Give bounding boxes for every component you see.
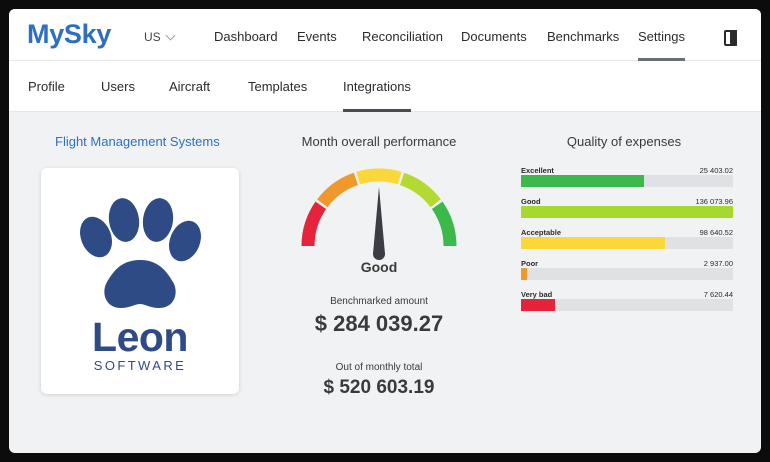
quality-value: 2 937.00 bbox=[703, 259, 733, 268]
performance-rating: Good bbox=[360, 259, 398, 275]
gauge-segment bbox=[431, 201, 457, 247]
benchmarked-amount-value: $ 284 039.27 bbox=[314, 311, 444, 336]
quality-bar-fill bbox=[521, 206, 733, 218]
quality-row-poor: Poor 2 937.00 bbox=[521, 259, 733, 289]
paw-logo-icon bbox=[80, 198, 201, 308]
tab-integrations[interactable]: Integrations bbox=[343, 61, 411, 112]
gauge-segment bbox=[301, 201, 327, 247]
quality-label: Acceptable bbox=[521, 228, 562, 237]
gauge-segment bbox=[317, 172, 359, 208]
quality-label: Good bbox=[521, 197, 541, 206]
quality-bar-fill bbox=[521, 268, 528, 280]
quality-row-good: Good 136 073.96 bbox=[521, 197, 733, 227]
quality-label: Very bad bbox=[521, 290, 553, 299]
quality-row-excellent: Excellent 25 403.02 bbox=[521, 166, 733, 196]
region-selector[interactable]: US bbox=[144, 30, 176, 44]
leon-subtitle: SOFTWARE bbox=[93, 358, 187, 373]
leon-wordmark: Leon bbox=[92, 314, 188, 360]
gauge-segment bbox=[356, 168, 402, 185]
tab-templates[interactable]: Templates bbox=[248, 79, 308, 94]
quality-value: 7 620.44 bbox=[703, 290, 733, 299]
region-label: US bbox=[144, 30, 161, 44]
quality-label: Poor bbox=[521, 259, 539, 268]
tab-aircraft[interactable]: Aircraft bbox=[169, 79, 211, 94]
quality-value: 98 640.52 bbox=[699, 228, 733, 237]
gauge-needle-base bbox=[373, 248, 385, 260]
quality-label: Excellent bbox=[521, 166, 554, 175]
mysky-logo[interactable]: MySky bbox=[27, 19, 112, 49]
monthly-total-label: Out of monthly total bbox=[335, 362, 423, 373]
chevron-down-icon bbox=[165, 30, 176, 40]
performance-gauge bbox=[301, 168, 457, 260]
quality-bar-track bbox=[521, 237, 733, 249]
quality-bar-track bbox=[521, 206, 733, 218]
quality-row-acceptable: Acceptable 98 640.52 bbox=[521, 228, 733, 258]
quality-bar-fill bbox=[521, 237, 666, 249]
leon-integration-card[interactable]: Leon SOFTWARE bbox=[41, 168, 239, 394]
nav-reconciliation[interactable]: Reconciliation bbox=[362, 29, 443, 44]
tab-profile[interactable]: Profile bbox=[28, 79, 65, 94]
quality-bar-track bbox=[521, 299, 733, 311]
quality-bar-track bbox=[521, 268, 733, 280]
performance-title: Month overall performance bbox=[301, 134, 457, 149]
settings-subnav: Profile Users Aircraft Templates Integra… bbox=[9, 61, 761, 112]
monthly-total-value: $ 520 603.19 bbox=[323, 377, 435, 398]
nav-documents[interactable]: Documents bbox=[461, 29, 527, 44]
nav-events[interactable]: Events bbox=[297, 29, 337, 44]
nav-settings[interactable]: Settings bbox=[638, 9, 685, 61]
quality-bar-track bbox=[521, 175, 733, 187]
quality-bar-fill bbox=[521, 175, 644, 187]
top-navigation-bar: MySky US Dashboard Events Reconciliation… bbox=[9, 9, 761, 61]
quality-value: 136 073.96 bbox=[695, 197, 733, 206]
benchmarked-amount-label: Benchmarked amount bbox=[330, 296, 428, 307]
quality-bar-fill bbox=[521, 299, 555, 311]
nav-benchmarks[interactable]: Benchmarks bbox=[547, 29, 620, 44]
documentation-icon[interactable] bbox=[724, 30, 737, 46]
app-window: MySky US Dashboard Events Reconciliation… bbox=[9, 9, 761, 453]
quality-value: 25 403.02 bbox=[699, 166, 733, 175]
quality-row-very-bad: Very bad 7 620.44 bbox=[521, 290, 733, 320]
fms-section-title: Flight Management Systems bbox=[55, 134, 220, 149]
gauge-segment bbox=[399, 172, 441, 208]
quality-title: Quality of expenses bbox=[566, 134, 682, 149]
tab-users[interactable]: Users bbox=[101, 79, 135, 94]
nav-dashboard[interactable]: Dashboard bbox=[214, 29, 278, 44]
gauge-needle bbox=[373, 187, 385, 254]
